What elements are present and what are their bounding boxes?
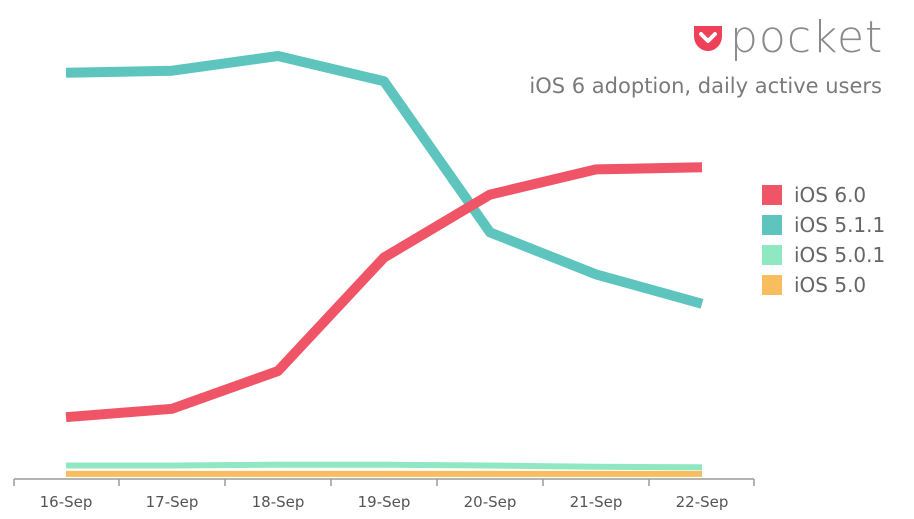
x-tick-label: 21-Sep bbox=[570, 493, 623, 511]
x-tick-label: 22-Sep bbox=[676, 493, 729, 511]
legend-item-ios-5-1-1: iOS 5.1.1 bbox=[762, 210, 885, 240]
legend-swatch bbox=[762, 275, 782, 295]
series-layer bbox=[65, 51, 704, 477]
brand-name: pocket bbox=[730, 12, 884, 63]
x-tick-label: 16-Sep bbox=[40, 493, 93, 511]
legend-item-ios-5-0: iOS 5.0 bbox=[762, 270, 885, 300]
legend: iOS 6.0 iOS 5.1.1 iOS 5.0.1 iOS 5.0 bbox=[762, 180, 885, 300]
brand-logo: pocket bbox=[690, 16, 883, 60]
pocket-logo-icon bbox=[694, 26, 722, 51]
legend-label: iOS 5.1.1 bbox=[794, 213, 886, 237]
series-line-ios-6-0 bbox=[65, 162, 703, 423]
series-line-ios-5-0-1 bbox=[66, 461, 703, 471]
legend-label: iOS 6.0 bbox=[794, 183, 867, 207]
series-line-ios-5-1-1 bbox=[65, 51, 704, 309]
x-tick-label: 19-Sep bbox=[358, 493, 411, 511]
x-tick-label: 18-Sep bbox=[252, 493, 305, 511]
chart-title: iOS 6 adoption, daily active users bbox=[529, 74, 882, 98]
legend-swatch bbox=[762, 215, 782, 235]
x-tick-label: 20-Sep bbox=[464, 493, 517, 511]
legend-item-ios-5-0-1: iOS 5.0.1 bbox=[762, 240, 885, 270]
legend-swatch bbox=[762, 185, 782, 205]
legend-label: iOS 5.0 bbox=[794, 273, 867, 297]
x-tick-label: 17-Sep bbox=[146, 493, 199, 511]
legend-label: iOS 5.0.1 bbox=[794, 243, 886, 267]
x-axis: 16-Sep 17-Sep 18-Sep 19-Sep 20-Sep 21-Sep 22-S… bbox=[13, 479, 755, 511]
legend-swatch bbox=[762, 245, 782, 265]
legend-item-ios-6-0: iOS 6.0 bbox=[762, 180, 885, 210]
